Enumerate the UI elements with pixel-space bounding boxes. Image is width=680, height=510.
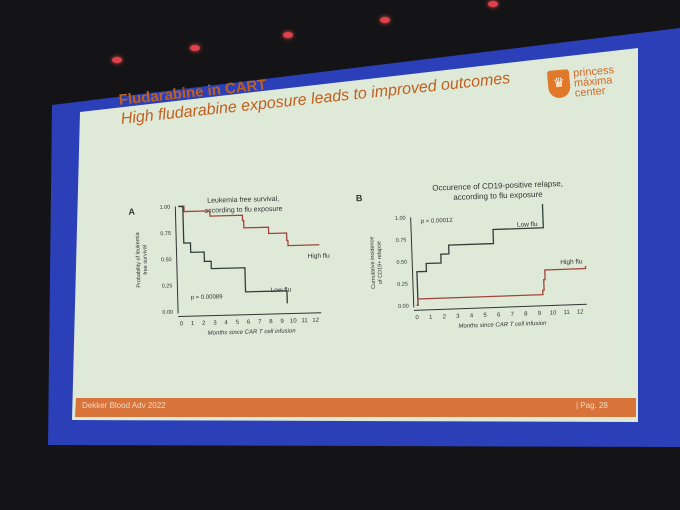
x-axis xyxy=(178,312,322,318)
series-line-low-flu xyxy=(178,205,288,304)
x-tick-label: 12 xyxy=(312,318,319,324)
ceiling-light xyxy=(112,57,122,63)
x-tick-label: 2 xyxy=(202,321,206,327)
y-axis-label: Probability of leukemia xyxy=(135,231,142,287)
ceiling-light xyxy=(190,45,200,51)
x-axis-label: Months since CAR T cell infusion xyxy=(458,321,547,330)
p-value: p = 0.00012 xyxy=(421,218,454,225)
x-tick-label: 6 xyxy=(247,320,251,326)
x-tick-label: 1 xyxy=(191,321,195,327)
x-tick-label: 9 xyxy=(538,311,542,317)
series-line-high-flu xyxy=(178,205,320,247)
x-tick-label: 4 xyxy=(224,320,228,326)
x-axis-label: Months since CAR T cell infusion xyxy=(208,328,297,336)
chart-a-leukemia-free-survival: A Leukemia free survival,according to flu… xyxy=(128,196,331,337)
x-tick-label: 1 xyxy=(429,315,433,321)
series-label: Low flu xyxy=(517,221,538,229)
y-axis xyxy=(174,206,179,314)
ceiling-light xyxy=(380,17,390,23)
x-tick-label: 5 xyxy=(236,320,240,326)
x-tick-label: 0 xyxy=(180,321,184,327)
x-tick-label: 6 xyxy=(497,312,501,318)
y-tick-label: 0.00 xyxy=(162,310,173,316)
y-axis-label: Cumulative incidence xyxy=(369,237,377,289)
crown-shield-icon: ♛ xyxy=(546,69,572,99)
x-tick-label: 9 xyxy=(280,319,284,325)
series-label: High flu xyxy=(560,258,583,266)
logo: ♛ princess máxima center xyxy=(546,64,616,101)
x-tick-label: 8 xyxy=(524,311,528,317)
chart-title: Leukemia free survival, xyxy=(207,196,279,205)
series-line-low-flu xyxy=(416,203,544,306)
x-tick-label: 8 xyxy=(269,319,273,325)
series-line-high-flu xyxy=(416,265,587,306)
citation: Dekker Blood Adv 2022 xyxy=(82,401,166,410)
x-tick-label: 11 xyxy=(563,310,570,316)
x-tick-label: 11 xyxy=(301,318,308,324)
y-tick-label: 0.75 xyxy=(160,231,171,237)
y-tick-label: 1.00 xyxy=(160,205,171,211)
x-axis xyxy=(413,303,587,311)
y-tick-label: 0.25 xyxy=(162,283,173,289)
chart-title: according to flu exposure xyxy=(453,190,543,202)
y-tick-label: 1.00 xyxy=(395,216,406,222)
y-axis-label: of CD19+ relapse xyxy=(376,241,383,284)
series-label: High flu xyxy=(308,253,331,261)
y-axis-label: free survival xyxy=(142,245,149,275)
x-tick-label: 12 xyxy=(577,309,585,315)
y-axis xyxy=(410,217,415,308)
x-tick-label: 3 xyxy=(213,320,217,326)
p-value: p = 0.00089 xyxy=(191,294,224,301)
x-tick-label: 4 xyxy=(470,313,474,319)
ceiling-light xyxy=(283,32,293,38)
x-tick-label: 2 xyxy=(443,314,447,320)
x-tick-label: 5 xyxy=(483,313,487,319)
chart-title: according to flu exposure xyxy=(204,206,282,215)
y-tick-label: 0.75 xyxy=(396,238,407,244)
page-number: | Pag. 28 xyxy=(576,401,608,410)
x-tick-label: 7 xyxy=(258,319,262,325)
y-tick-label: 0.00 xyxy=(398,304,409,310)
y-tick-label: 0.50 xyxy=(161,257,172,263)
panel-label: B xyxy=(356,193,363,203)
series-label: Low flu xyxy=(270,287,291,295)
x-tick-label: 10 xyxy=(550,310,558,316)
panel-label: A xyxy=(128,207,135,217)
y-tick-label: 0.50 xyxy=(396,260,407,266)
x-tick-label: 10 xyxy=(290,318,297,324)
x-tick-label: 0 xyxy=(415,315,419,321)
y-tick-label: 0.25 xyxy=(397,282,408,288)
x-tick-label: 3 xyxy=(456,314,460,320)
x-tick-label: 7 xyxy=(511,312,515,318)
ceiling-light xyxy=(488,1,498,7)
